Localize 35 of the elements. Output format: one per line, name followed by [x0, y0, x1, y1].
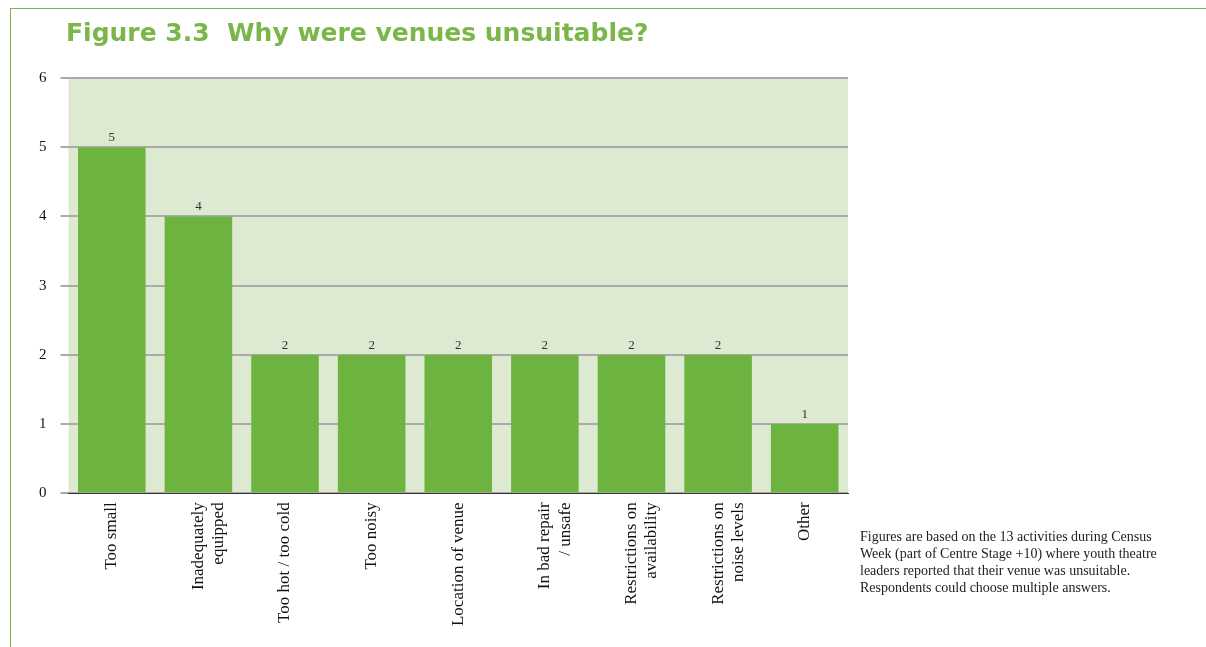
y-tick-label: 6 — [39, 68, 47, 85]
y-tick-label: 1 — [39, 415, 47, 432]
bar — [251, 354, 319, 493]
data-label: 5 — [108, 129, 116, 145]
x-tick-label: Location of venue — [447, 502, 467, 627]
data-label: 2 — [714, 336, 722, 352]
x-tick-label: Other — [794, 502, 814, 542]
y-tick-label: 4 — [39, 207, 47, 224]
data-label: 1 — [801, 406, 808, 422]
bar — [770, 424, 839, 493]
x-tick-label: Inadequately equipped — [187, 501, 228, 591]
x-tick-label: In bad repair / unsafe — [534, 501, 574, 590]
chart-title: Figure 3.3 Why were venues unsuitable? — [66, 18, 649, 47]
x-tick-label: Too noisy — [361, 501, 381, 570]
bar — [337, 354, 406, 493]
x-tick-label: Too small — [101, 502, 121, 570]
data-label: 2 — [368, 336, 375, 352]
bar — [164, 216, 233, 493]
bar — [78, 147, 146, 493]
data-label: 2 — [541, 336, 549, 352]
data-label: 2 — [455, 336, 462, 352]
bar — [684, 354, 752, 493]
text: Figures are based on the 13 activities during Census Week (part of Centre Stage +10) where youth theatre leaders reported that their venue was unsuitable. Respondents could choose multiple answers. — [860, 528, 1158, 596]
y-tick-label: 0 — [39, 484, 47, 501]
y-tick-label: 5 — [39, 138, 47, 155]
x-tick-label: Too hot / too cold — [274, 501, 294, 623]
bar — [511, 354, 579, 493]
data-label: 2 — [281, 336, 289, 352]
y-tick-label: 2 — [39, 345, 47, 362]
x-tick-label: Restrictions on availability — [620, 501, 661, 605]
bar — [424, 354, 493, 493]
y-tick-label: 3 — [39, 276, 47, 293]
data-label: 4 — [195, 198, 203, 214]
data-label: 2 — [628, 336, 635, 352]
bar — [597, 354, 666, 493]
